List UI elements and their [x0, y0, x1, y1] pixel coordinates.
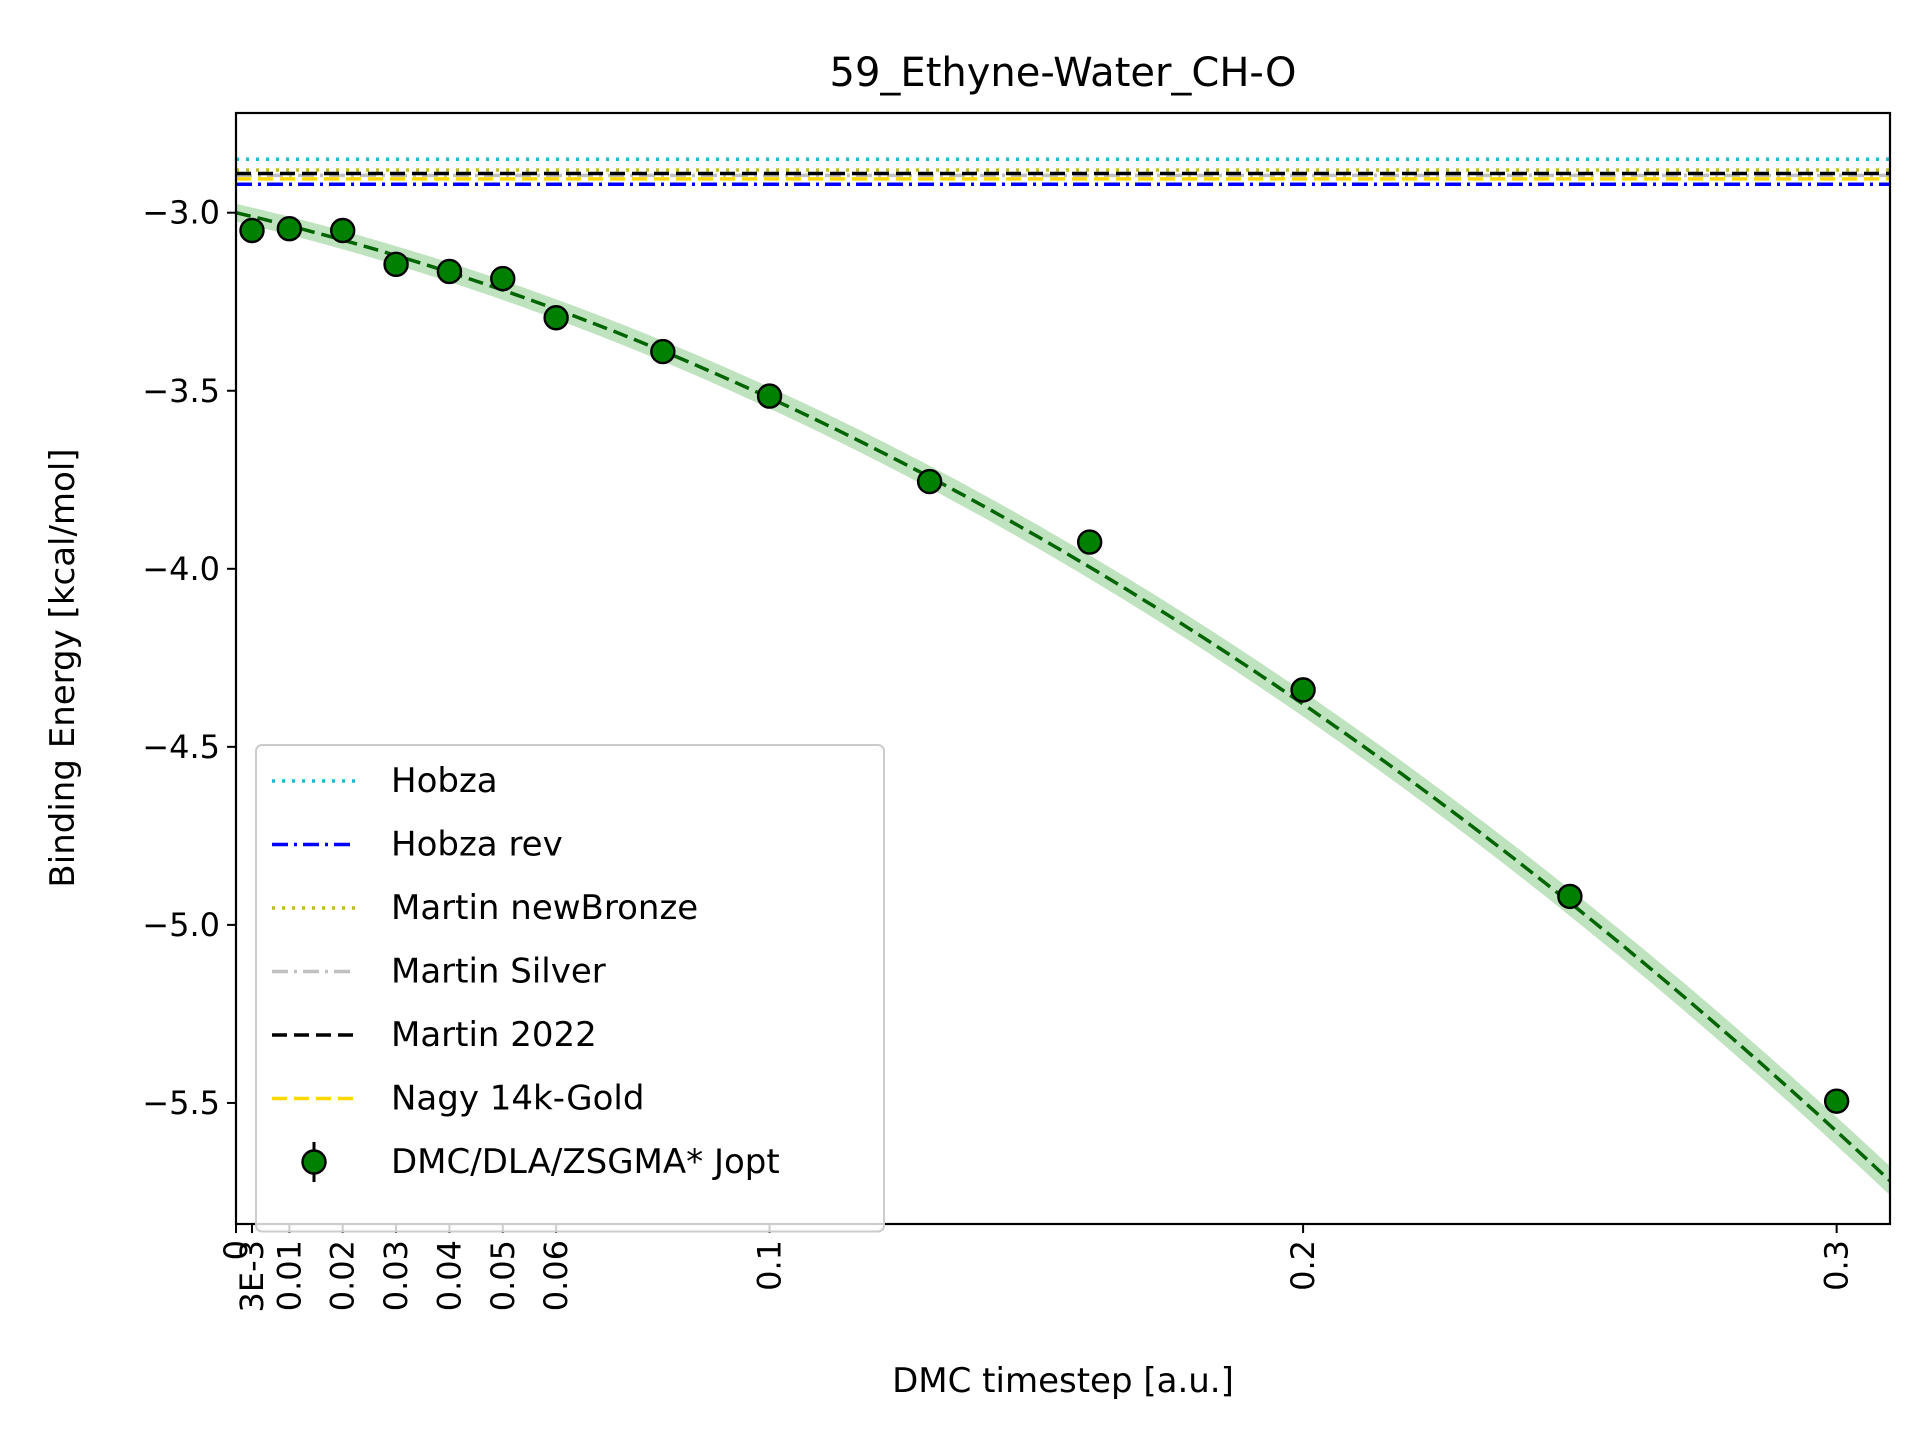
y-tick-label: −3.5 — [142, 372, 220, 410]
y-axis-label: Binding Energy [kcal/mol] — [43, 448, 83, 887]
y-tick-label: −4.0 — [142, 550, 220, 588]
legend-label-hobza: Hobza — [391, 761, 498, 801]
data-point — [330, 217, 356, 244]
data-point — [916, 468, 943, 495]
data-point — [650, 338, 676, 365]
y-tick-label: −5.0 — [142, 906, 220, 944]
x-tick-label: 0.05 — [484, 1240, 522, 1311]
y-tick-label: −5.5 — [142, 1084, 220, 1122]
data-point — [276, 216, 303, 242]
fit-curve — [236, 210, 1890, 1183]
data-point — [1823, 1088, 1850, 1114]
legend-label-martin-newbronze: Martin newBronze — [391, 888, 698, 928]
legend-label-martin-2022: Martin 2022 — [391, 1015, 597, 1055]
legend: Hobza Hobza rev Martin newBronze Martin Sil… — [255, 744, 885, 1233]
data-point — [490, 265, 516, 292]
legend-swatch-dmc-dla-zsgma-jopt — [301, 1149, 327, 1175]
x-tick-label: 0.1 — [751, 1240, 789, 1291]
chart-title: 59_Ethyne-Water_CH-O — [830, 50, 1297, 96]
y-tick-label: −4.5 — [142, 728, 220, 766]
legend-box — [255, 744, 885, 1233]
data-point — [239, 217, 265, 244]
x-tick-label: 0.02 — [324, 1240, 362, 1311]
x-tick-label: 0.01 — [270, 1240, 308, 1311]
x-tick-label: 0.03 — [377, 1240, 415, 1311]
data-point — [436, 258, 463, 285]
y-tick-label: −3.0 — [142, 194, 220, 232]
x-tick-label: 0.3 — [1818, 1240, 1856, 1291]
x-axis-label: DMC timestep [a.u.] — [892, 1361, 1234, 1401]
plot-area — [236, 157, 1890, 1196]
legend-label-martin-silver: Martin Silver — [391, 952, 606, 992]
y-axis: −3.0 −3.5 −4.0 −4.5 −5.0 −5.5 — [142, 194, 236, 1122]
data-point — [383, 251, 409, 278]
data-point — [756, 383, 783, 409]
x-tick-label: 0.2 — [1284, 1240, 1322, 1291]
x-tick-label: 0.04 — [430, 1240, 468, 1311]
legend-label-nagy-14k-gold: Nagy 14k-Gold — [391, 1079, 644, 1119]
x-tick-label: 3E-3 — [233, 1240, 271, 1312]
data-point — [543, 305, 569, 331]
legend-label-dmc-dla-zsgma-jopt: DMC/DLA/ZSGMA* Jopt — [391, 1142, 780, 1182]
data-point — [1290, 677, 1316, 703]
data-point — [1076, 529, 1103, 555]
x-tick-label: 0 — [217, 1240, 255, 1260]
axes-frame — [234, 111, 1892, 1226]
x-tick-label: 0.06 — [537, 1240, 575, 1311]
data-point — [1557, 883, 1583, 910]
legend-label-hobza-rev: Hobza rev — [391, 825, 563, 865]
plot-content — [236, 157, 1890, 1196]
x-axis: 03E-3 0.01 0.02 0.03 0.04 0.05 0.06 0.1 0.2 0.3 — [217, 1224, 1856, 1312]
